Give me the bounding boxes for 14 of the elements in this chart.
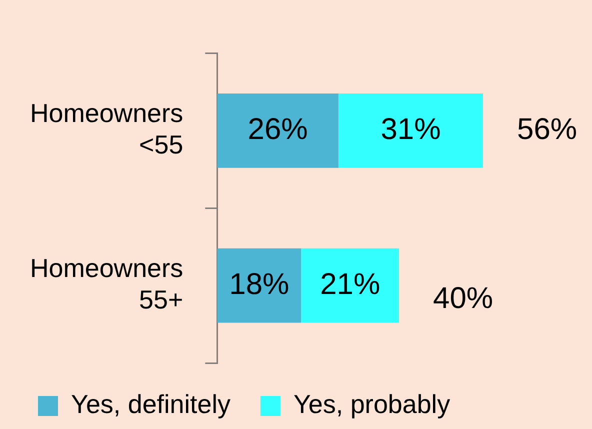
bar <box>217 248 302 323</box>
data-label: 26% <box>248 112 308 146</box>
legend-label: Yes, definitely <box>71 389 230 420</box>
data-label: 18% <box>229 268 290 301</box>
data-label: 31% <box>380 112 441 146</box>
bar <box>338 93 484 168</box>
y-tick-label: Homeowners 55+ <box>30 253 184 314</box>
legend-label: Yes, probably <box>293 389 450 420</box>
total-label: 40% <box>433 282 494 315</box>
bar <box>217 93 338 168</box>
y-tick-label: Homeowners <55 <box>30 98 184 160</box>
total-label: 56% <box>517 112 578 146</box>
bar <box>301 248 400 323</box>
data-label: 21% <box>320 268 380 301</box>
